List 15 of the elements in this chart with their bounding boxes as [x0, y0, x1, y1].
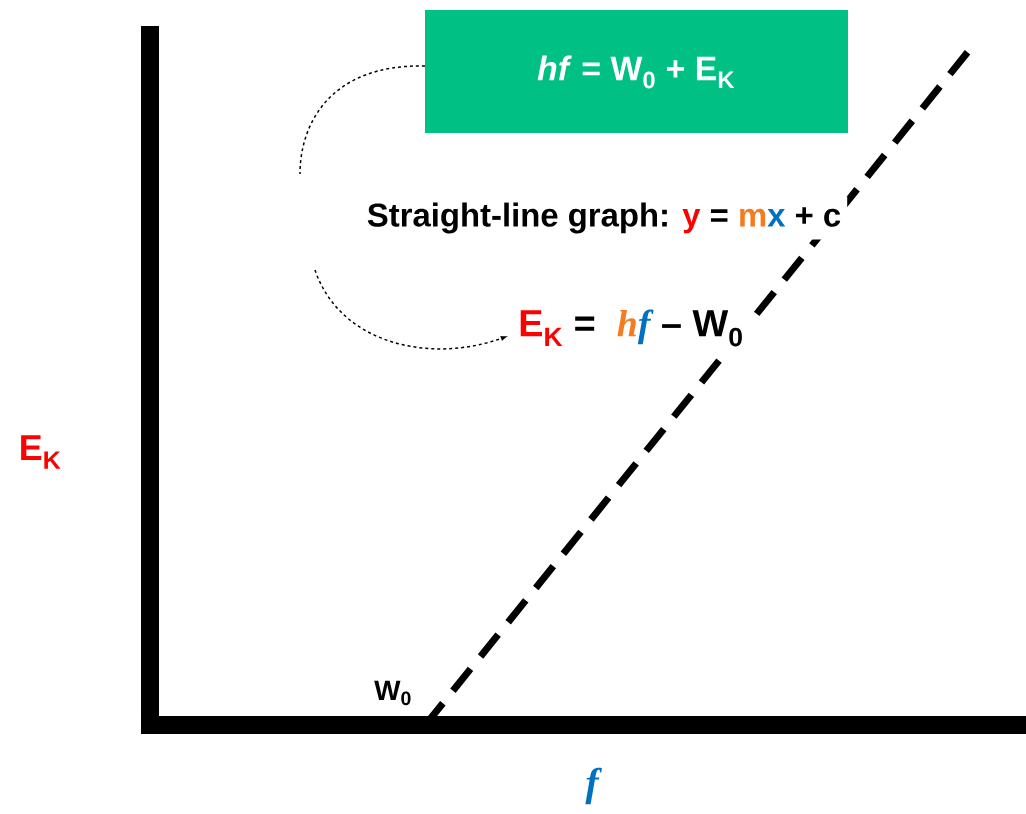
annotation: f [637, 309, 654, 345]
annotation: – W$_{0}$ [662, 310, 742, 347]
y-axis-title: E$_{K}$ [21, 435, 61, 469]
annotation: + c [795, 207, 841, 227]
annotation: E$_{K}$ [520, 310, 563, 346]
annotation: x [767, 209, 786, 227]
annotation: hf = W$_{0}$ + E$_{K}$ [537, 55, 735, 89]
annotation: W$_{0}$ [374, 680, 411, 706]
annotation: = [575, 316, 595, 331]
annotation: y [682, 209, 701, 234]
annotation: = [710, 209, 728, 222]
annotation: m [740, 208, 766, 227]
x-axis-title: f [585, 767, 602, 805]
annotation: Straight-line graph: [367, 202, 667, 234]
annotation: h [617, 309, 636, 337]
